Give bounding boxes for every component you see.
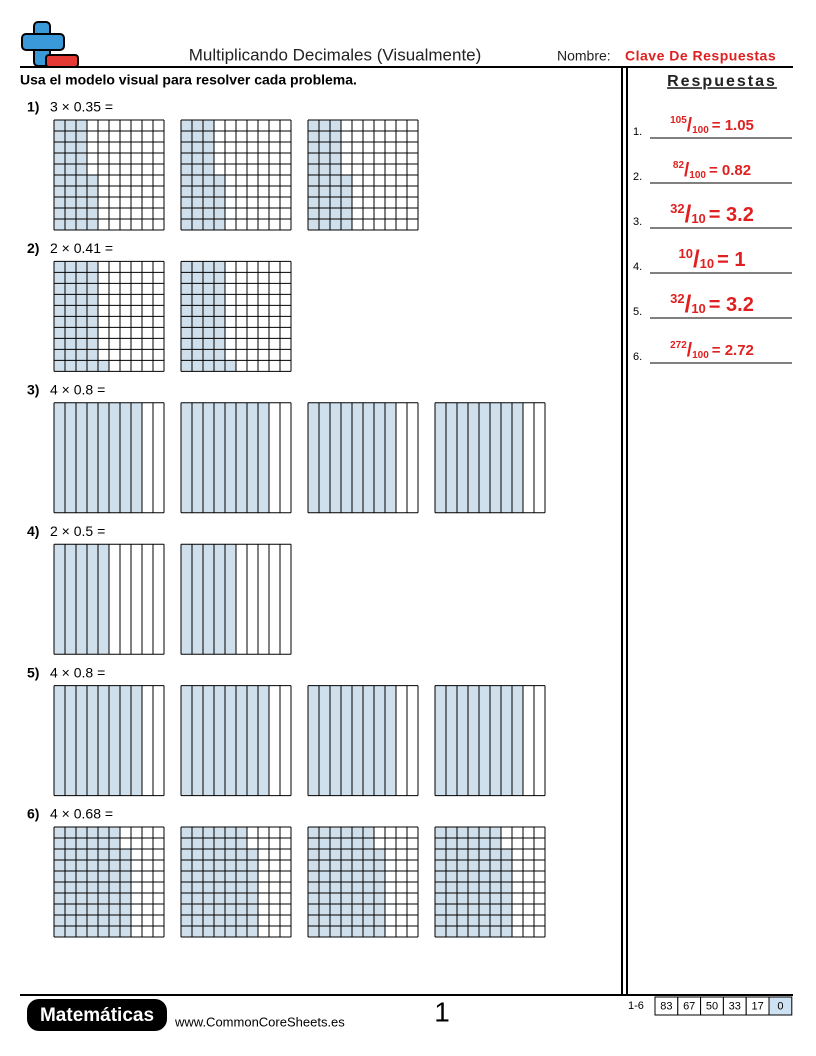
problem-number: 3) [27, 382, 39, 398]
score-value: 50 [706, 1000, 718, 1012]
numerator: 105 [670, 115, 687, 126]
problem-text: 4 × 0.8 = [50, 382, 105, 398]
brand: Matemáticas [40, 1005, 154, 1026]
numerator: 10 [679, 246, 693, 261]
answer-number: 3. [633, 216, 642, 228]
grid-model [180, 826, 292, 938]
fraction-bar: / [687, 115, 693, 136]
denominator: 100 [689, 170, 706, 181]
grid-model [180, 543, 292, 655]
grid-model [53, 119, 165, 231]
grid-model [434, 685, 546, 797]
grid-model [53, 826, 165, 938]
score-value: 17 [751, 1000, 763, 1012]
score-value: 33 [729, 1000, 741, 1012]
grid-model [180, 119, 292, 231]
grid-model [307, 119, 419, 231]
name-label: Nombre: [557, 48, 611, 64]
shaded-region [181, 544, 236, 655]
result: = 1 [717, 249, 745, 271]
grid-model [180, 685, 292, 797]
denominator: 10 [691, 301, 705, 316]
denominator: 10 [700, 256, 714, 271]
result: = 2.72 [712, 342, 754, 359]
problem-number: 6) [27, 806, 39, 822]
brand-badge [27, 999, 167, 1031]
grid-model [434, 402, 546, 514]
score-value: 67 [683, 1000, 695, 1012]
problem-number: 4) [27, 523, 39, 539]
numerator: 272 [670, 340, 687, 351]
numerator: 32 [670, 291, 684, 306]
answer: 10/10 = 1 [679, 246, 746, 273]
answer: 82/100 = 0.82 [673, 160, 751, 181]
fraction-bar: / [685, 291, 692, 318]
problem-text: 3 × 0.35 = [50, 99, 113, 115]
grid-model [53, 543, 165, 655]
answer-number: 2. [633, 171, 642, 183]
denominator: 100 [692, 350, 709, 361]
result: = 3.2 [709, 204, 754, 226]
answer: 105/100 = 1.05 [670, 115, 754, 136]
answer-number: 1. [633, 126, 642, 138]
grid-model [434, 826, 546, 938]
shaded-region [54, 544, 109, 655]
problem-text: 2 × 0.41 = [50, 240, 113, 256]
fraction-bar: / [684, 160, 690, 181]
score-value: 0 [777, 1000, 783, 1012]
numerator: 32 [670, 201, 684, 216]
instructions: Usa el modelo visual para resolver cada … [20, 72, 357, 88]
fraction-bar: / [687, 340, 693, 361]
denominator: 10 [691, 211, 705, 226]
answer: 32/10 = 3.2 [670, 201, 754, 228]
logo [21, 21, 79, 68]
answer: 32/10 = 3.2 [670, 291, 754, 318]
grid-model [180, 402, 292, 514]
name-value: Clave De Respuestas [625, 48, 776, 64]
answers-title: Respuestas [667, 73, 777, 90]
result: = 3.2 [709, 294, 754, 316]
page-number: 1 [434, 996, 450, 1027]
problem-text: 2 × 0.5 = [50, 523, 105, 539]
title: Multiplicando Decimales (Visualmente) [189, 45, 482, 64]
answer-number: 6. [633, 351, 642, 363]
grid-model [307, 685, 419, 797]
answer: 272/100 = 2.72 [670, 340, 754, 361]
problem-number: 1) [27, 99, 39, 115]
result: = 0.82 [709, 162, 751, 179]
grid-model [307, 826, 419, 938]
url: www.CommonCoreSheets.es [174, 1014, 345, 1029]
denominator: 100 [692, 125, 709, 136]
grid-model [53, 260, 165, 372]
numerator: 82 [673, 160, 685, 171]
fraction-bar: / [693, 246, 700, 273]
score-value: 83 [660, 1000, 672, 1012]
score-range: 1-6 [628, 1000, 644, 1012]
grid-model [307, 402, 419, 514]
grid-model [53, 402, 165, 514]
answer-number: 4. [633, 261, 642, 273]
answer-number: 5. [633, 306, 642, 318]
problem-text: 4 × 0.68 = [50, 806, 113, 822]
problem-text: 4 × 0.8 = [50, 664, 105, 680]
result: = 1.05 [712, 117, 754, 134]
grid-model [53, 685, 165, 797]
grid-model [180, 260, 292, 372]
problem-number: 5) [27, 664, 39, 680]
problem-number: 2) [27, 240, 39, 256]
score-cell [768, 996, 793, 1016]
fraction-bar: / [685, 201, 692, 228]
